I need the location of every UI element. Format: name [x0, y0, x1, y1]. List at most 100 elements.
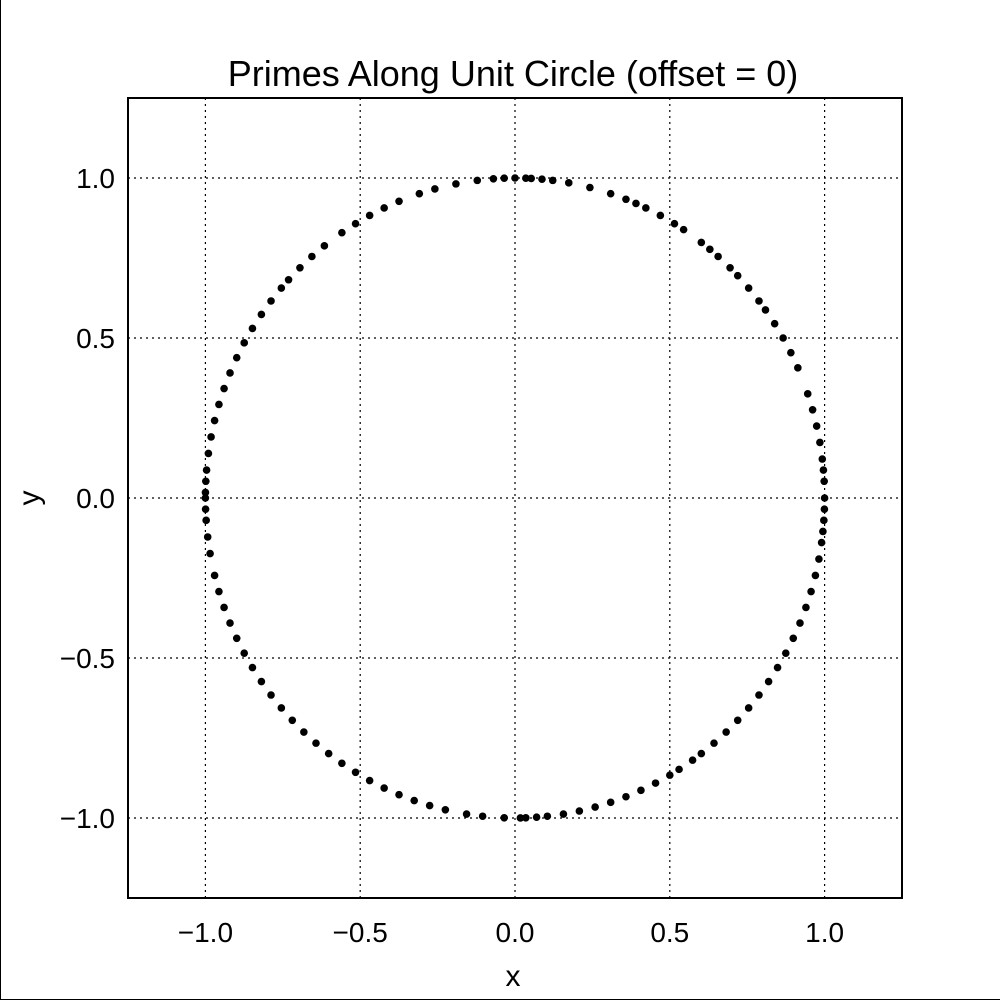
data-point	[548, 176, 557, 185]
data-point	[770, 319, 779, 328]
data-point	[226, 619, 234, 627]
x-axis-label: x	[506, 960, 521, 993]
chart-title: Primes Along Unit Circle (offset = 0)	[228, 53, 799, 94]
data-point	[240, 649, 249, 657]
data-point	[425, 801, 434, 810]
data-point	[811, 571, 820, 580]
data-point	[733, 271, 742, 280]
data-point	[240, 339, 249, 347]
grid-lines	[128, 98, 902, 898]
data-point	[473, 176, 482, 185]
data-point	[733, 716, 742, 725]
data-point	[726, 264, 734, 272]
data-points	[201, 174, 829, 822]
data-point	[410, 796, 419, 805]
data-point	[452, 180, 460, 188]
data-point	[365, 211, 374, 220]
data-point	[532, 813, 541, 822]
data-point	[257, 677, 266, 686]
data-point	[516, 814, 525, 822]
data-point	[220, 384, 228, 393]
data-point	[670, 219, 679, 228]
data-point	[606, 798, 615, 807]
data-point	[338, 759, 346, 768]
data-point	[206, 549, 214, 558]
data-point	[781, 649, 790, 657]
data-point	[755, 691, 763, 699]
data-point	[232, 634, 241, 643]
data-point	[575, 807, 584, 815]
data-point	[675, 765, 683, 774]
data-point	[815, 555, 823, 563]
data-point	[277, 284, 286, 292]
data-point	[710, 739, 718, 747]
data-point	[365, 776, 374, 785]
data-point	[787, 348, 795, 357]
data-point	[706, 245, 714, 254]
data-point	[543, 812, 552, 821]
data-point	[220, 603, 228, 612]
data-point	[248, 324, 257, 333]
data-point	[808, 405, 817, 414]
data-point	[312, 739, 320, 747]
data-point	[559, 810, 568, 818]
data-point	[203, 533, 212, 541]
data-point	[202, 516, 210, 525]
data-point	[714, 252, 722, 261]
data-point	[819, 466, 828, 474]
data-point	[817, 538, 826, 547]
data-point	[802, 603, 810, 612]
data-point	[300, 728, 308, 736]
y-axis-ticks: −1.0 −0.5 0.0 0.5 1.0	[60, 163, 115, 834]
data-point	[773, 663, 782, 672]
data-point	[816, 438, 824, 447]
data-point	[210, 571, 219, 580]
data-point	[284, 275, 293, 284]
data-point	[803, 390, 812, 398]
data-point	[688, 756, 697, 764]
x-tick-label: −0.5	[333, 917, 388, 948]
data-point	[819, 527, 827, 536]
data-point	[522, 174, 530, 182]
data-point	[820, 477, 828, 486]
x-tick-label: 1.0	[805, 917, 844, 948]
data-point	[697, 749, 706, 758]
data-point	[267, 691, 275, 699]
data-point	[215, 587, 223, 596]
data-point	[794, 364, 802, 372]
data-point	[586, 183, 594, 192]
data-point	[522, 814, 530, 822]
data-point	[812, 422, 821, 430]
y-tick-label: −0.5	[60, 643, 115, 674]
data-point	[622, 195, 630, 204]
data-point	[204, 449, 213, 458]
data-point	[642, 204, 650, 212]
x-tick-label: 0.0	[496, 917, 535, 948]
data-point	[820, 494, 829, 502]
data-point	[761, 306, 770, 314]
data-point	[489, 174, 498, 183]
data-point	[637, 786, 645, 795]
data-point	[324, 749, 333, 758]
data-point	[380, 204, 388, 212]
data-point	[564, 179, 573, 187]
data-point	[351, 768, 360, 777]
data-point	[232, 353, 241, 362]
data-point	[478, 812, 487, 821]
data-point	[351, 219, 360, 228]
data-point	[277, 704, 286, 712]
data-point	[666, 771, 674, 779]
data-point	[202, 477, 210, 486]
data-point	[267, 297, 275, 305]
data-point	[320, 242, 329, 250]
y-tick-label: −1.0	[60, 803, 115, 834]
data-point	[651, 779, 660, 787]
data-point	[338, 228, 346, 237]
y-tick-label: 0.0	[76, 483, 115, 514]
data-point	[807, 587, 815, 596]
data-point	[308, 252, 316, 261]
data-point	[248, 663, 257, 672]
data-point	[395, 197, 403, 206]
x-axis-ticks: −1.0 −0.5 0.0 0.5 1.0	[178, 917, 844, 948]
data-point	[606, 189, 615, 198]
